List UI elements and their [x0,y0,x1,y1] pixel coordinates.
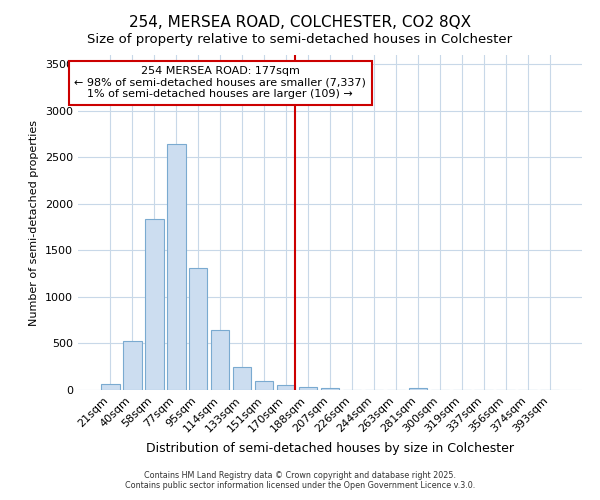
Bar [320,388,340,390]
X-axis label: Distribution of semi-detached houses by size in Colchester: Distribution of semi-detached houses by … [146,442,514,455]
Bar [277,385,295,390]
Bar [123,341,142,390]
Text: 254, MERSEA ROAD, COLCHESTER, CO2 8QX: 254, MERSEA ROAD, COLCHESTER, CO2 8QX [129,15,471,30]
Bar [101,384,119,390]
Bar [167,144,185,390]
Bar [211,330,229,390]
Text: 254 MERSEA ROAD: 177sqm
← 98% of semi-detached houses are smaller (7,337)
1% of : 254 MERSEA ROAD: 177sqm ← 98% of semi-de… [74,66,366,100]
Bar [299,387,317,390]
Bar [189,268,208,390]
Bar [255,380,274,390]
Bar [145,219,164,390]
Text: Size of property relative to semi-detached houses in Colchester: Size of property relative to semi-detach… [88,32,512,46]
Text: Contains HM Land Registry data © Crown copyright and database right 2025.
Contai: Contains HM Land Registry data © Crown c… [125,470,475,490]
Y-axis label: Number of semi-detached properties: Number of semi-detached properties [29,120,40,326]
Bar [409,388,427,390]
Bar [233,367,251,390]
